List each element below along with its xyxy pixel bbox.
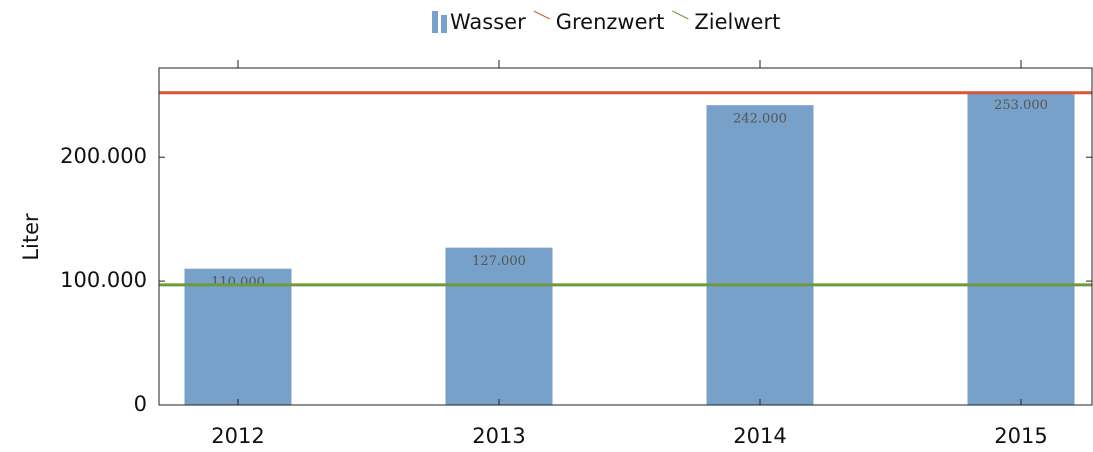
- bar: [706, 105, 814, 405]
- y-tick-label: 200.000: [60, 144, 147, 168]
- x-tick-label: 2015: [994, 424, 1047, 448]
- legend-label: Wasser: [450, 10, 526, 34]
- bar: [445, 247, 553, 405]
- bar: [184, 268, 292, 405]
- x-tick-label: 2012: [211, 424, 264, 448]
- x-tick-label: 2014: [733, 424, 786, 448]
- value-label: 253.000: [994, 98, 1048, 113]
- legend-swatch: [432, 11, 438, 33]
- legend-label: Zielwert: [694, 10, 780, 34]
- legend-swatch: [533, 10, 550, 20]
- value-label: 127.000: [472, 254, 526, 269]
- legend-swatch: [441, 15, 447, 33]
- plot-frame: [158, 67, 1093, 406]
- value-label: 242.000: [733, 112, 787, 127]
- bar: [967, 91, 1075, 406]
- value-label: 110.000: [211, 275, 265, 290]
- y-tick-label: 100.000: [60, 268, 147, 292]
- x-tick-label: 2013: [472, 424, 525, 448]
- legend-swatch: [672, 10, 689, 20]
- y-tick-label: 0: [134, 392, 147, 416]
- legend-label: Grenzwert: [556, 10, 665, 34]
- y-axis-label: Liter: [19, 213, 43, 261]
